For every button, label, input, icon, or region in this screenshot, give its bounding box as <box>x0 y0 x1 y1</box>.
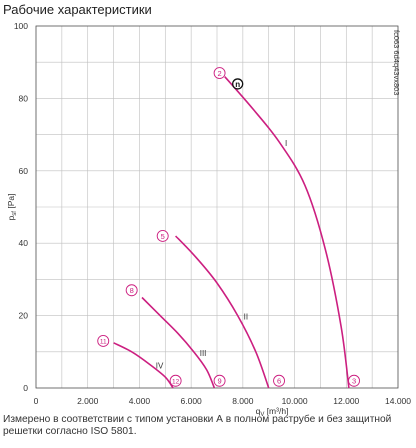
marker-circle <box>97 334 110 347</box>
series-label-ii: II <box>244 313 248 322</box>
marker-circle <box>169 374 182 387</box>
y-tick-label: 100 <box>14 21 28 31</box>
x-axis-label: qV [m³/h] <box>256 406 289 418</box>
operating-point-circle <box>232 78 244 90</box>
series-line-i <box>224 76 350 389</box>
x-tick-label: 2.000 <box>77 396 99 406</box>
x-tick-label: 4.000 <box>129 396 151 406</box>
y-tick-label: 20 <box>19 311 29 321</box>
marker-circle <box>213 67 226 80</box>
marker-circle <box>273 374 286 387</box>
chart-title: Рабочие характеристики <box>3 2 152 17</box>
plot-frame <box>35 25 399 389</box>
x-tick-label: 0 <box>34 396 39 406</box>
marker-label: 3 <box>352 377 356 386</box>
series-line-iv <box>113 342 174 389</box>
marker-circle <box>213 374 226 387</box>
y-axis-label: psf [Pa] <box>6 194 18 221</box>
marker-label: 6 <box>277 377 281 386</box>
marker-label: 9 <box>217 377 221 386</box>
side-code: fc063 6d4q43vx803 <box>392 30 401 95</box>
marker-circle <box>125 284 138 297</box>
axes: 0 2.000 4.000 6.000 8.000 10.000 12.000 14.000 0… <box>6 21 411 418</box>
x-tick-label: 10.000 <box>282 396 308 406</box>
marker-layer: 2 5 8 11 12 9 6 3 n <box>97 67 360 387</box>
y-tick-label: 80 <box>19 93 29 103</box>
operating-point-label: n <box>235 80 240 89</box>
x-tick-label: 12.000 <box>333 396 359 406</box>
marker-label: 2 <box>217 69 221 78</box>
marker-circle <box>348 374 360 387</box>
y-tick-label: 40 <box>19 238 29 248</box>
x-tick-label: 14.000 <box>385 396 411 406</box>
marker-circle <box>156 230 169 242</box>
grid <box>35 25 399 389</box>
series-label-iv: IV <box>156 361 164 370</box>
marker-label: 11 <box>100 339 107 346</box>
series-line-iii <box>141 296 216 389</box>
series-label-iii: III <box>200 349 207 358</box>
series-label-i: I <box>285 139 287 148</box>
x-tick-label: 6.000 <box>181 396 203 406</box>
footnote: Измерено в соответствии с типом установк… <box>3 414 392 437</box>
marker-label: 5 <box>161 232 165 241</box>
marker-label: 8 <box>130 286 134 295</box>
series-layer <box>113 76 350 389</box>
marker-label: 12 <box>172 379 180 386</box>
x-tick-label: 8.000 <box>232 396 254 406</box>
y-tick-label: 60 <box>19 166 29 176</box>
series-line-ii <box>175 235 270 389</box>
y-tick-label: 0 <box>23 383 28 393</box>
